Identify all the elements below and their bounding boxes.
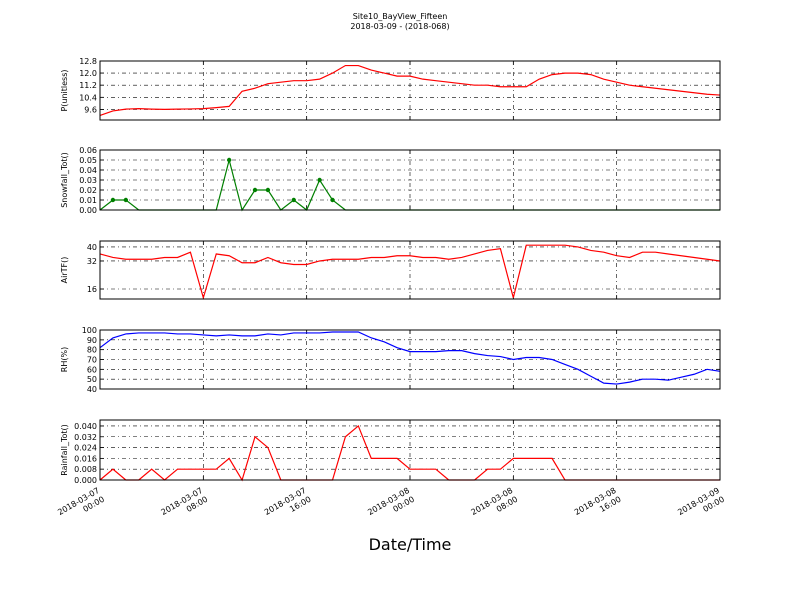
y-tick-label: 80 <box>87 346 97 355</box>
plot-frame <box>99 419 721 481</box>
y-tick-label: 90 <box>87 336 97 345</box>
y-tick-label: 0.05 <box>79 156 97 165</box>
y-axis-label: AirTF() <box>60 257 69 284</box>
y-axis-label: P(unitless) <box>60 69 69 111</box>
y-tick-label: 12.0 <box>79 69 97 78</box>
plot-frame <box>99 60 721 121</box>
y-tick-label: 0.00 <box>79 206 97 215</box>
x-tick-label: 2018-03-0808:00 <box>470 486 520 526</box>
x-tick-label: 2018-03-0716:00 <box>263 486 313 526</box>
y-tick-label: 0.024 <box>74 444 97 453</box>
y-tick-label: 60 <box>87 365 97 374</box>
y-tick-label: 50 <box>87 375 97 384</box>
data-point <box>291 197 296 203</box>
y-tick-label: 0.06 <box>79 146 97 155</box>
y-tick-label: 0.032 <box>74 433 97 442</box>
plot-frame <box>99 149 721 211</box>
data-point <box>317 177 322 183</box>
plot-frame <box>99 329 721 390</box>
y-axis-label: RH(%) <box>60 347 69 372</box>
y-tick-label: 0.016 <box>74 454 97 463</box>
y-axis-label: Rainfall_Tot() <box>60 424 69 476</box>
y-axis-label: Snowfall_Tot() <box>60 152 69 208</box>
y-tick-label: 16 <box>87 285 97 294</box>
data-line <box>99 244 721 300</box>
y-tick-label: 0.000 <box>74 476 97 485</box>
y-tick-label: 11.2 <box>79 81 97 90</box>
x-axis-label: Date/Time <box>369 535 452 554</box>
data-point <box>110 197 116 203</box>
data-point <box>252 187 258 193</box>
y-tick-label: 12.8 <box>79 57 97 66</box>
y-tick-label: 100 <box>82 326 97 335</box>
data-point <box>123 197 129 203</box>
data-point <box>226 157 232 163</box>
data-point <box>330 197 335 203</box>
data-line <box>99 64 721 117</box>
y-tick-label: 32 <box>87 257 97 266</box>
y-tick-label: 0.008 <box>74 465 97 474</box>
plot-frame <box>99 240 721 300</box>
y-tick-label: 0.01 <box>79 196 97 205</box>
y-tick-label: 9.6 <box>84 105 97 114</box>
data-line <box>99 331 721 385</box>
y-tick-label: 10.4 <box>79 93 97 102</box>
y-tick-label: 70 <box>87 356 97 365</box>
y-tick-label: 0.02 <box>79 186 97 195</box>
y-tick-label: 40 <box>87 385 97 394</box>
x-tick-label: 2018-03-0708:00 <box>160 486 210 526</box>
y-tick-label: 0.040 <box>74 422 97 431</box>
data-point <box>265 187 271 193</box>
y-tick-label: 0.03 <box>79 176 97 185</box>
chart-subtitle: 2018-03-09 - (2018-068) <box>350 22 449 31</box>
x-tick-label: 2018-03-0700:00 <box>56 486 106 526</box>
y-tick-label: 0.04 <box>79 166 97 175</box>
x-tick-label: 2018-03-0900:00 <box>676 486 726 526</box>
chart-title: Site10_BayView_Fifteen <box>353 12 448 21</box>
y-tick-label: 40 <box>87 243 97 252</box>
x-tick-label: 2018-03-0816:00 <box>573 486 623 526</box>
x-tick-label: 2018-03-0800:00 <box>366 486 416 526</box>
